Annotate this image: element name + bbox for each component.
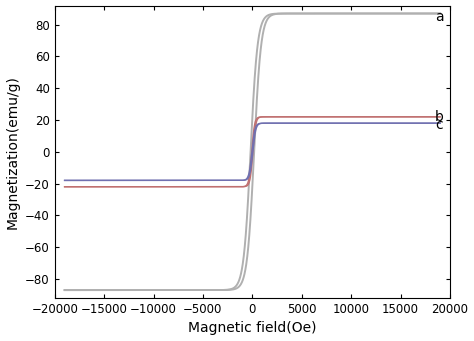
Text: c: c <box>435 118 443 132</box>
Y-axis label: Magnetization(emu/g): Magnetization(emu/g) <box>6 75 19 229</box>
Text: b: b <box>435 110 444 124</box>
Text: a: a <box>435 10 444 24</box>
X-axis label: Magnetic field(Oe): Magnetic field(Oe) <box>188 322 317 336</box>
